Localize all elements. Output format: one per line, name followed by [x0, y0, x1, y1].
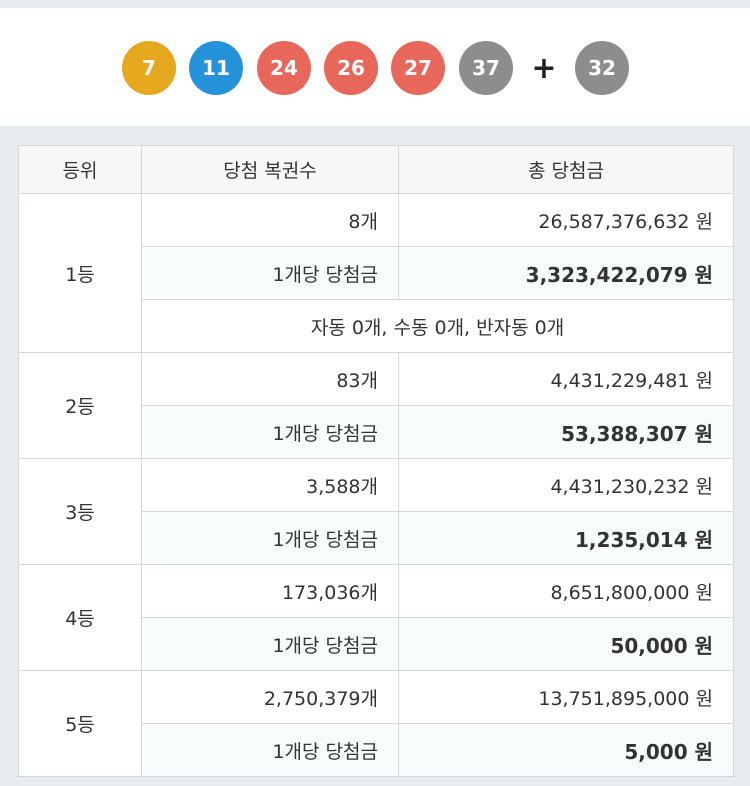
table-row: 4등 173,036개 8,651,800,000 원	[18, 564, 734, 671]
winner-count-cell: 173,036개	[141, 564, 399, 618]
per-winner-label: 1개당 당첨금	[141, 405, 399, 459]
table-row: 3등 3,588개 4,431,230,232 원	[18, 458, 734, 565]
rank-cell: 3등	[18, 458, 142, 565]
winner-count-cell: 83개	[141, 352, 399, 406]
per-winner-label: 1개당 당첨금	[141, 617, 399, 671]
ball-6: 37	[459, 41, 513, 95]
winning-numbers: 7 11 24 26 27 37 + 32	[0, 8, 750, 126]
plus-icon: +	[531, 50, 557, 86]
per-winner-label: 1개당 당첨금	[141, 246, 399, 300]
per-winner-amount: 50,000 원	[398, 617, 734, 671]
total-prize-cell: 8,651,800,000 원	[398, 564, 734, 618]
ball-2: 11	[189, 41, 243, 95]
ball-1: 7	[122, 41, 176, 95]
total-prize-cell: 4,431,230,232 원	[398, 458, 734, 512]
header-rank: 등위	[18, 145, 142, 194]
rank-cell: 4등	[18, 564, 142, 671]
prize-table: 등위 당첨 복권수 총 당첨금 1등 8개 26,587,376,632 원 1…	[18, 145, 734, 777]
header-total-prize: 총 당첨금	[398, 145, 734, 194]
total-prize-cell: 26,587,376,632 원	[398, 193, 734, 247]
header-winner-count: 당첨 복권수	[141, 145, 399, 194]
table-row: 1개당 당첨금 5,000 원	[19, 723, 734, 777]
table-header-row: 등위 당첨 복권수 총 당첨금	[18, 145, 734, 194]
ball-3: 24	[257, 41, 311, 95]
table-row: 1개당 당첨금 3,323,422,079 원	[19, 246, 734, 300]
per-winner-amount: 53,388,307 원	[398, 405, 734, 459]
rank-cell: 2등	[18, 352, 142, 459]
per-winner-label: 1개당 당첨금	[141, 511, 399, 565]
total-prize-cell: 4,431,229,481 원	[398, 352, 734, 406]
table-row: 1개당 당첨금 50,000 원	[19, 617, 734, 671]
winning-numbers-panel: 7 11 24 26 27 37 + 32	[0, 8, 750, 126]
rank-cell: 1등	[18, 193, 142, 353]
total-prize-cell: 13,751,895,000 원	[398, 670, 734, 724]
ball-4: 26	[324, 41, 378, 95]
table-row: 5등 2,750,379개 13,751,895,000 원	[18, 670, 734, 777]
per-winner-amount: 3,323,422,079 원	[398, 246, 734, 300]
table-row: 1개당 당첨금 1,235,014 원	[19, 511, 734, 565]
winner-count-cell: 2,750,379개	[141, 670, 399, 724]
table-row: 1등 8개 26,587,376,632 원	[18, 193, 734, 353]
selection-method-note: 자동 0개, 수동 0개, 반자동 0개	[141, 299, 734, 353]
per-winner-amount: 5,000 원	[398, 723, 734, 777]
winner-count-cell: 3,588개	[141, 458, 399, 512]
table-row: 1개당 당첨금 53,388,307 원	[19, 405, 734, 459]
table-row: 2등 83개 4,431,229,481 원	[18, 352, 734, 459]
per-winner-amount: 1,235,014 원	[398, 511, 734, 565]
rank-cell: 5등	[18, 670, 142, 777]
bonus-ball: 32	[575, 41, 629, 95]
winner-count-cell: 8개	[141, 193, 399, 247]
ball-5: 27	[391, 41, 445, 95]
per-winner-label: 1개당 당첨금	[141, 723, 399, 777]
